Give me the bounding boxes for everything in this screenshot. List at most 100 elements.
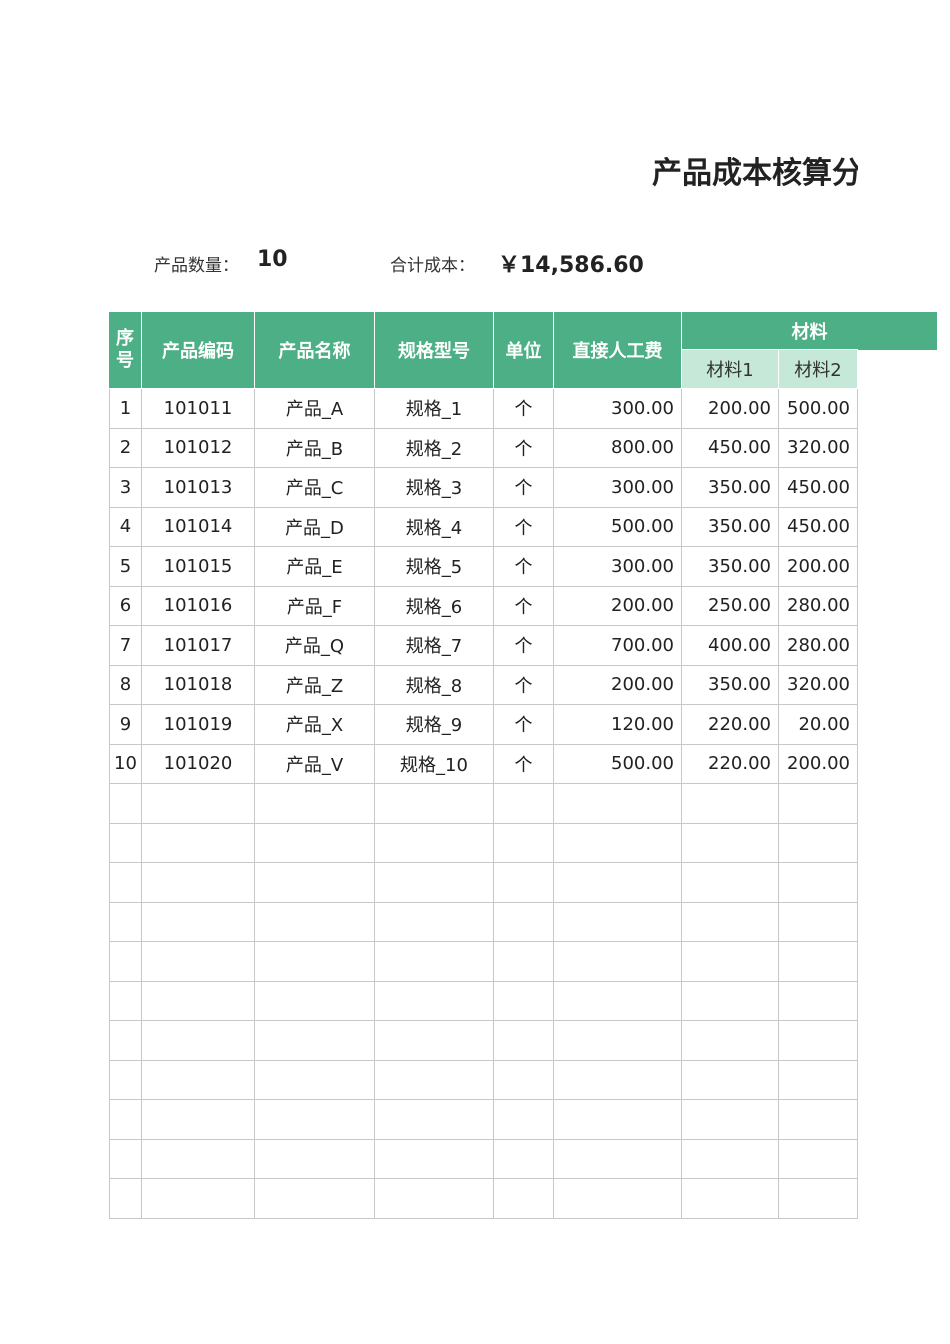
table-cell: 280.00 [779,586,858,626]
empty-cell [375,1021,494,1061]
empty-cell [494,981,554,1021]
empty-cell [554,1179,682,1219]
sub-header: 材料1 [682,350,779,389]
table-cell: 规格_2 [375,428,494,468]
empty-cell [682,1021,779,1061]
table-cell: 101018 [142,665,255,705]
table-cell: 产品_V [255,744,375,784]
table-cell: 个 [494,665,554,705]
table-cell: 4 [109,507,142,547]
count-value: 10 [257,247,288,272]
table-cell: 220.00 [682,705,779,745]
empty-cell [375,863,494,903]
empty-cell [109,784,142,824]
empty-cell [779,1060,858,1100]
sub-header: 材料2 [779,350,858,389]
empty-cell [142,784,255,824]
empty-cell [779,1100,858,1140]
empty-cell [142,863,255,903]
empty-cell [375,902,494,942]
table-cell: 101012 [142,428,255,468]
table-cell: 个 [494,428,554,468]
empty-cell [682,784,779,824]
empty-cell [554,1139,682,1179]
count-label: 产品数量： [154,256,239,276]
empty-cell [109,823,142,863]
table-cell: 350.00 [682,468,779,508]
table-cell: 200.00 [554,586,682,626]
empty-cell [554,1060,682,1100]
table-cell: 3 [109,468,142,508]
table-cell: 500.00 [554,507,682,547]
column-header: 产品名称 [255,312,375,389]
empty-cell [494,863,554,903]
empty-cell [109,1100,142,1140]
empty-cell [255,863,375,903]
empty-cell [554,942,682,982]
table-cell: 7 [109,626,142,666]
table-cell: 产品_F [255,586,375,626]
column-header: 直接人工费 [554,312,682,389]
table-cell: 101015 [142,547,255,587]
empty-cell [109,902,142,942]
header-band [858,312,937,350]
total-label: 合计成本： [390,256,475,276]
table-cell: 个 [494,547,554,587]
empty-cell [375,942,494,982]
empty-cell [554,981,682,1021]
table-cell: 101019 [142,705,255,745]
empty-cell [494,1060,554,1100]
empty-cell [682,942,779,982]
empty-cell [142,1179,255,1219]
table-cell: 320.00 [779,665,858,705]
table-cell: 320.00 [779,428,858,468]
table-cell: 20.00 [779,705,858,745]
group-header: 材料 [682,312,858,350]
table-cell: 规格_6 [375,586,494,626]
empty-cell [375,981,494,1021]
empty-cell [255,981,375,1021]
empty-cell [375,823,494,863]
empty-cell [255,942,375,982]
table-cell: 450.00 [682,428,779,468]
empty-cell [779,1139,858,1179]
empty-cell [494,1139,554,1179]
empty-cell [142,1139,255,1179]
empty-cell [142,1021,255,1061]
table-cell: 101020 [142,744,255,784]
empty-cell [109,863,142,903]
table-cell: 规格_9 [375,705,494,745]
table-cell: 220.00 [682,744,779,784]
table-cell: 产品_E [255,547,375,587]
empty-cell [554,1021,682,1061]
table-cell: 6 [109,586,142,626]
table-cell: 9 [109,705,142,745]
empty-cell [255,1139,375,1179]
empty-cell [779,1021,858,1061]
table-cell: 200.00 [554,665,682,705]
empty-cell [109,1060,142,1100]
title: 产品成本核算分 [652,156,858,191]
empty-cell [494,942,554,982]
empty-cell [494,1021,554,1061]
table-cell: 规格_5 [375,547,494,587]
table-cell: 800.00 [554,428,682,468]
empty-cell [494,784,554,824]
empty-cell [109,1021,142,1061]
table-cell: 101014 [142,507,255,547]
empty-cell [682,1100,779,1140]
table-cell: 个 [494,468,554,508]
table-cell: 规格_4 [375,507,494,547]
table-cell: 500.00 [554,744,682,784]
table-cell: 120.00 [554,705,682,745]
empty-cell [779,784,858,824]
table-cell: 个 [494,389,554,429]
total-value: ￥14,586.60 [498,253,644,278]
empty-cell [375,1139,494,1179]
table-cell: 个 [494,744,554,784]
table-cell: 500.00 [779,389,858,429]
empty-cell [554,784,682,824]
table-cell: 产品_B [255,428,375,468]
table: 序号 产品编码 产品名称 规格型号 单位 直接人工费 材料 材料1 材料2 1 101011 产品_A… [109,312,858,1219]
empty-cell [375,1179,494,1219]
